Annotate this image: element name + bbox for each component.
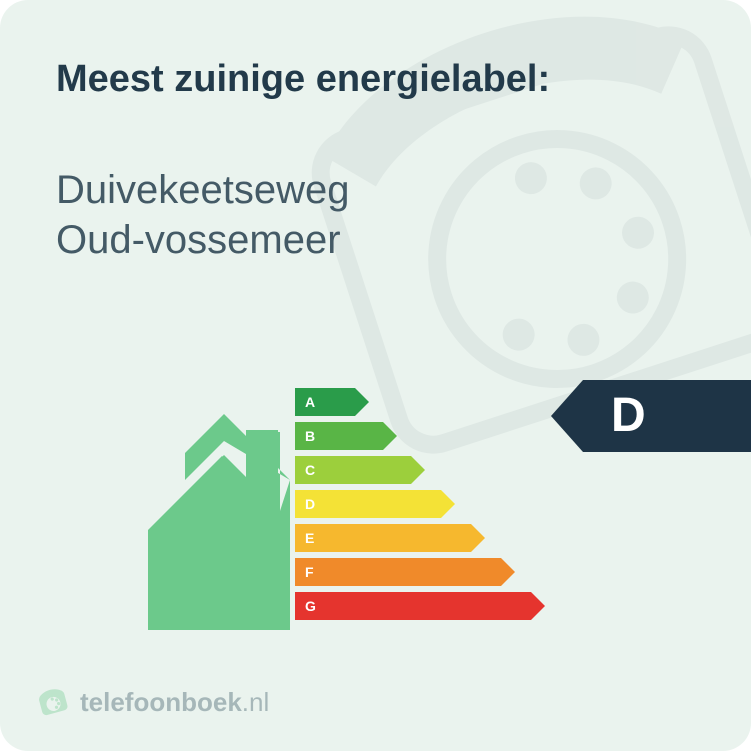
current-energy-letter: D bbox=[611, 380, 646, 452]
current-badge-shape bbox=[551, 380, 751, 452]
energy-label-card: Meest zuinige energielabel: Duivekeetsew… bbox=[0, 0, 751, 751]
brand-phone-icon bbox=[36, 685, 70, 719]
card-title: Meest zuinige energielabel: bbox=[56, 58, 550, 101]
brand-text: telefoonboek.nl bbox=[80, 687, 269, 718]
energy-bar-letter: E bbox=[305, 524, 314, 552]
current-energy-badge: D bbox=[551, 380, 751, 452]
energy-bar-letter: A bbox=[305, 388, 315, 416]
house-icon bbox=[140, 380, 310, 630]
energy-bar bbox=[295, 592, 545, 620]
energy-bar bbox=[295, 490, 455, 518]
energy-bar-letter: C bbox=[305, 456, 315, 484]
brand-tld: .nl bbox=[242, 687, 269, 717]
energy-bar-letter: F bbox=[305, 558, 314, 586]
address-line-1: Duivekeetseweg bbox=[56, 165, 350, 215]
energy-bar-letter: G bbox=[305, 592, 316, 620]
energy-bar bbox=[295, 558, 515, 586]
brand-footer: telefoonboek.nl bbox=[36, 685, 269, 719]
address-block: Duivekeetseweg Oud-vossemeer bbox=[56, 165, 350, 265]
address-line-2: Oud-vossemeer bbox=[56, 215, 350, 265]
energy-bar-letter: D bbox=[305, 490, 315, 518]
energy-bar bbox=[295, 524, 485, 552]
energy-bar-letter: B bbox=[305, 422, 315, 450]
brand-name: telefoonboek bbox=[80, 687, 242, 717]
